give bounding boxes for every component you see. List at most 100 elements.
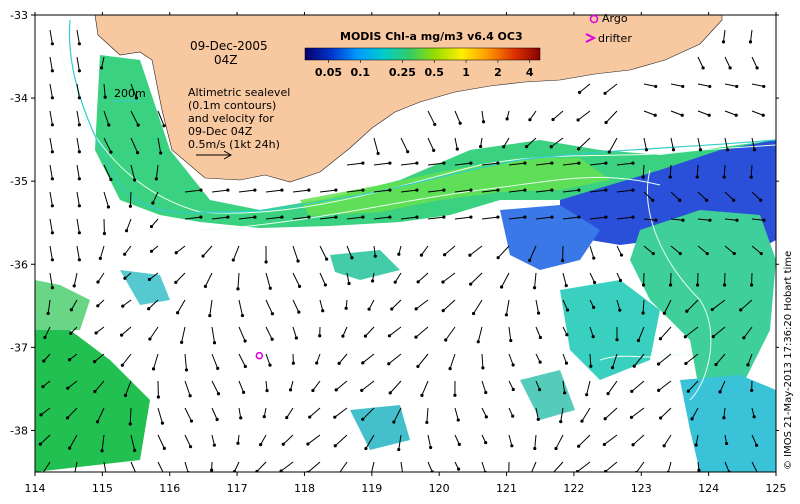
velocity-arrow-head — [528, 118, 531, 121]
velocity-arrow-head — [722, 40, 725, 43]
colorbar-tick-label: 2 — [494, 66, 502, 79]
velocity-arrow-head — [338, 362, 341, 365]
velocity-arrow-head — [630, 416, 633, 419]
colorbar-tick-label: 4 — [526, 66, 534, 79]
velocity-arrow-head — [244, 339, 247, 342]
velocity-arrow-head — [367, 308, 370, 311]
velocity-arrow-head — [592, 335, 595, 338]
velocity-arrow-head — [732, 199, 735, 202]
velocity-arrow-head — [506, 117, 509, 120]
velocity-arrow-head — [297, 311, 300, 314]
velocity-arrow-head — [121, 305, 124, 308]
velocity-arrow-head — [433, 123, 436, 126]
velocity-arrow-head — [204, 285, 207, 288]
velocity-arrow-head — [159, 151, 162, 154]
velocity-arrow-head — [756, 66, 759, 69]
velocity-arrow-head — [148, 278, 151, 281]
velocity-arrow-head — [496, 161, 499, 164]
velocity-arrow-head — [308, 415, 311, 418]
velocity-arrow-head — [723, 283, 726, 286]
colorbar-tick-label: 0.05 — [315, 66, 342, 79]
velocity-arrow-head — [268, 364, 271, 367]
velocity-arrow-head — [538, 388, 541, 391]
velocity-arrow-head — [578, 91, 581, 94]
velocity-arrow-head — [690, 417, 693, 420]
velocity-arrow-head — [232, 258, 235, 261]
velocity-arrow-head — [150, 250, 153, 253]
drifter-legend-label: drifter — [598, 32, 632, 45]
velocity-arrow-head — [66, 416, 69, 419]
velocity-arrow-head — [663, 312, 666, 315]
velocity-arrow-head — [631, 188, 634, 191]
velocity-arrow-head — [263, 415, 266, 418]
velocity-arrow-head — [641, 311, 644, 314]
colorbar-tick-label: 0.5 — [424, 66, 444, 79]
velocity-arrow-head — [620, 253, 623, 256]
velocity-arrow-head — [401, 473, 404, 476]
velocity-arrow-head — [174, 281, 177, 284]
velocity-arrow-head — [152, 367, 155, 370]
velocity-arrow-head — [68, 358, 71, 361]
velocity-arrow-head — [78, 204, 81, 207]
velocity-arrow-head — [753, 148, 756, 151]
velocity-arrow-head — [577, 215, 580, 218]
velocity-arrow-head — [657, 362, 660, 365]
velocity-arrow-head — [631, 443, 634, 446]
velocity-arrow-head — [631, 161, 634, 164]
velocity-arrow-head — [129, 422, 132, 425]
velocity-arrow-head — [213, 444, 216, 447]
velocity-arrow-head — [444, 338, 447, 341]
velocity-arrow-head — [750, 283, 753, 286]
map-date: 09-Dec-2005 — [190, 39, 268, 53]
velocity-arrow-head — [371, 279, 374, 282]
velocity-arrow-head — [107, 123, 110, 126]
y-tick-label: -37 — [10, 341, 28, 354]
velocity-arrow-head — [180, 341, 183, 344]
velocity-arrow-head — [477, 340, 480, 343]
velocity-arrow-head — [669, 283, 672, 286]
velocity-arrow-head — [123, 253, 126, 256]
velocity-arrow-head — [554, 447, 557, 450]
velocity-arrow-head — [51, 150, 54, 153]
velocity-arrow-head — [550, 188, 553, 191]
velocity-arrow-head — [559, 420, 562, 423]
velocity-arrow-head — [100, 449, 103, 452]
velocity-arrow-head — [442, 215, 445, 218]
velocity-arrow-head — [415, 161, 418, 164]
velocity-arrow-head — [190, 419, 193, 422]
velocity-arrow-head — [151, 201, 154, 204]
velocity-arrow-head — [40, 473, 43, 476]
velocity-arrow-head — [361, 361, 364, 364]
velocity-arrow-head — [592, 256, 595, 259]
velocity-arrow-head — [226, 215, 229, 218]
velocity-arrow-head — [708, 219, 711, 222]
velocity-arrow-head — [735, 114, 738, 117]
velocity-arrow-head — [148, 337, 151, 340]
velocity-arrow-head — [213, 341, 216, 344]
velocity-arrow-head — [705, 199, 708, 202]
velocity-arrow-head — [654, 85, 657, 88]
velocity-arrow-head — [307, 215, 310, 218]
velocity-arrow-head — [672, 148, 675, 151]
argo-legend-label: Argo — [602, 12, 628, 25]
velocity-arrow-head — [525, 145, 528, 148]
velocity-arrow-head — [361, 215, 364, 218]
velocity-arrow-head — [528, 259, 531, 262]
velocity-arrow-head — [551, 118, 554, 121]
velocity-arrow-head — [361, 418, 364, 421]
velocity-arrow-head — [51, 69, 54, 72]
velocity-arrow-head — [615, 338, 618, 341]
velocity-arrow-head — [137, 124, 140, 127]
velocity-arrow-head — [47, 312, 50, 315]
velocity-arrow-head — [456, 147, 459, 150]
velocity-arrow-head — [93, 360, 96, 363]
velocity-arrow-head — [271, 338, 274, 341]
velocity-arrow-head — [162, 472, 165, 475]
velocity-arrow-head — [699, 148, 702, 151]
velocity-arrow-head — [66, 387, 69, 390]
velocity-arrow-head — [630, 390, 633, 393]
velocity-arrow-head — [697, 468, 700, 471]
velocity-arrow-head — [121, 364, 124, 367]
velocity-arrow-head — [51, 42, 54, 45]
